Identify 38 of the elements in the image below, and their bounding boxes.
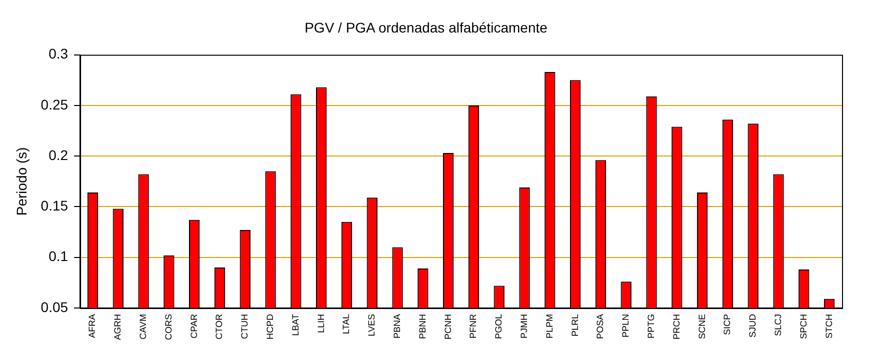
x-tick-label: PLPM [544, 314, 554, 339]
y-tick-label: 0.2 [48, 146, 68, 163]
x-tick-label: PFNR [468, 314, 478, 338]
x-tick-label: PPLN [620, 314, 631, 338]
x-tick-label: PPTG [646, 314, 656, 339]
x-tick-label: PGOL [494, 314, 504, 340]
x-tick-label: SJUD [748, 314, 758, 338]
x-tick-label: POSA [595, 314, 606, 340]
y-tick-label: 0.1 [48, 248, 68, 264]
x-tick-label: AGRH [112, 314, 123, 340]
x-tick-label: AFRA [87, 314, 98, 338]
x-tick-label: LVES [366, 314, 377, 336]
x-tick-label: LBAT [290, 314, 300, 336]
y-tick-label: 0.15 [40, 198, 68, 214]
x-tick-label: CPAR [188, 314, 199, 338]
y-tick-label: 0.05 [40, 298, 68, 315]
x-tick-label: SCNE [696, 314, 707, 340]
x-tick-label: LTAL [341, 314, 352, 334]
x-tick-label: STCH [824, 314, 834, 338]
x-tick-label: PBNA [392, 314, 402, 339]
x-tick-label: PCNH [442, 314, 453, 340]
x-tick-label: CTUH [240, 314, 250, 339]
x-tick-label: SLCJ [772, 314, 783, 336]
x-tick-label: CORS [163, 314, 174, 340]
x-tick-label: PRCH [671, 314, 682, 340]
x-tick-label: SICP [722, 314, 732, 336]
y-axis-title: Periodo (s) [13, 147, 30, 216]
x-tick-label: CTOR [214, 314, 224, 340]
y-tick-label: 0.3 [48, 46, 68, 62]
x-tick-label: LLIH [316, 314, 326, 334]
x-tick-label: PBNH [417, 314, 428, 340]
x-tick-label: CAVM [138, 314, 148, 340]
x-tick-label: PLRL [570, 314, 580, 337]
x-tick-label: SPCH [798, 314, 808, 340]
x-tick-label: HCPD [265, 314, 276, 340]
chart-title: PGV / PGA ordenadas alfabéticamente [304, 19, 548, 36]
x-tick-label: PJMH [519, 314, 530, 338]
y-tick-label: 0.25 [40, 96, 68, 112]
